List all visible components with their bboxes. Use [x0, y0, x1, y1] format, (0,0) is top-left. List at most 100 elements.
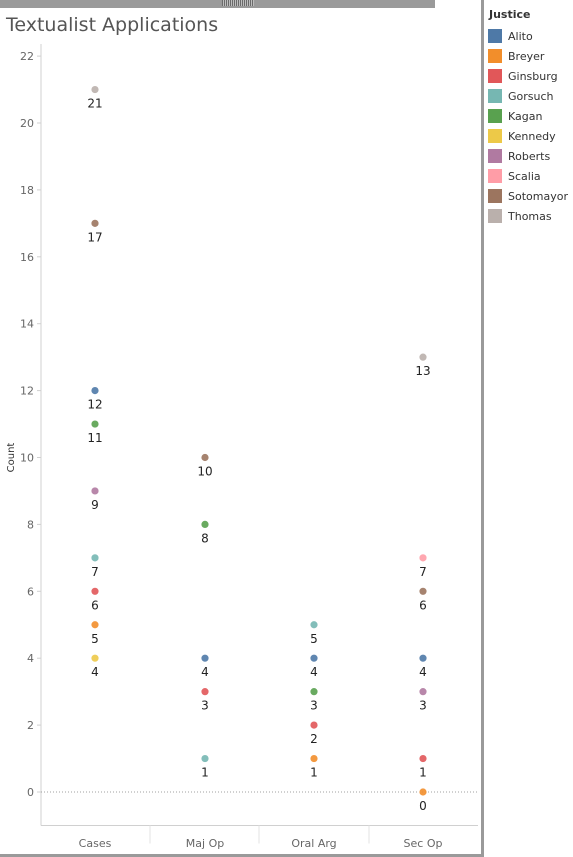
legend-item[interactable]: Kagan: [488, 106, 573, 126]
data-point: [90, 85, 100, 94]
legend-swatch: [488, 189, 502, 203]
data-point: [90, 486, 100, 496]
data-point: [418, 754, 428, 763]
y-axis-title: Count: [6, 443, 17, 473]
y-tick-label: 10: [20, 452, 34, 465]
data-label: 2: [310, 732, 318, 746]
data-label: 13: [415, 364, 430, 378]
legend-label: Sotomayor: [508, 189, 568, 203]
y-tick-label: 18: [20, 184, 34, 197]
legend: Justice Alito Breyer Ginsburg Gorsuch Kagan K…: [488, 8, 573, 226]
top-bar: [0, 0, 435, 8]
data-label: 21: [87, 97, 102, 111]
y-tick-label: 8: [27, 518, 34, 531]
y-tick-label: 6: [27, 585, 34, 598]
x-category-label: Maj Op: [186, 837, 224, 850]
data-label: 6: [419, 598, 427, 612]
data-label: 3: [419, 699, 427, 713]
data-point: [418, 787, 428, 797]
data-label: 4: [310, 665, 318, 679]
legend-title: Justice: [489, 8, 531, 21]
legend-swatch: [488, 149, 502, 163]
data-label: 5: [91, 632, 99, 646]
data-label: 6: [91, 598, 99, 612]
data-point: [200, 687, 210, 697]
data-label: 9: [91, 498, 99, 512]
legend-item[interactable]: Scalia: [488, 166, 573, 186]
y-tick-label: 2: [27, 719, 34, 732]
data-point: [90, 218, 100, 228]
data-label: 12: [87, 398, 102, 412]
legend-swatch: [488, 169, 502, 183]
data-label: 10: [197, 465, 212, 479]
data-label: 4: [419, 665, 427, 679]
y-tick-label: 14: [20, 318, 34, 331]
data-label: 1: [201, 766, 209, 780]
chart-title: Textualist Applications: [6, 14, 219, 36]
data-point: [200, 653, 210, 663]
legend-swatch: [488, 209, 502, 223]
y-tick-label: 20: [20, 117, 34, 130]
legend-label: Gorsuch: [508, 89, 554, 103]
legend-label: Alito: [508, 29, 533, 43]
data-point: [90, 386, 100, 396]
data-label: 4: [201, 665, 209, 679]
data-label: 1: [310, 766, 318, 780]
legend-label: Kennedy: [508, 129, 556, 143]
legend-item[interactable]: Roberts: [488, 146, 573, 166]
data-point: [309, 720, 319, 730]
resize-grip-icon[interactable]: [222, 0, 254, 6]
pane-divider[interactable]: [481, 0, 484, 857]
data-point: [309, 754, 319, 763]
legend-item[interactable]: Ginsburg: [488, 66, 573, 86]
data-point: [90, 586, 100, 596]
data-point: [200, 453, 210, 462]
legend-items: Alito Breyer Ginsburg Gorsuch Kagan Kennedy Ro…: [488, 26, 573, 226]
data-point: [418, 586, 428, 596]
data-point: [200, 754, 210, 763]
legend-item[interactable]: Kennedy: [488, 126, 573, 146]
legend-item[interactable]: Sotomayor: [488, 186, 573, 206]
y-tick-label: 0: [27, 786, 34, 799]
data-label: 4: [91, 665, 99, 679]
data-label: 8: [201, 531, 209, 545]
y-tick-label: 22: [20, 50, 34, 63]
legend-swatch: [488, 69, 502, 83]
y-tick-label: 16: [20, 251, 34, 264]
x-category-label: Cases: [79, 837, 112, 850]
legend-label: Breyer: [508, 49, 545, 63]
data-label: 0: [419, 799, 427, 813]
data-point: [90, 653, 100, 663]
x-category-label: Sec Op: [404, 837, 443, 850]
data-label: 7: [419, 565, 427, 579]
data-point: [418, 352, 428, 362]
data-point: [309, 687, 319, 697]
legend-item[interactable]: Gorsuch: [488, 86, 573, 106]
legend-label: Thomas: [508, 209, 552, 223]
data-point: [90, 553, 100, 563]
data-point: [90, 620, 100, 630]
data-label: 3: [201, 699, 209, 713]
legend-item[interactable]: Thomas: [488, 206, 573, 226]
data-label: 17: [87, 230, 102, 244]
data-label: 1: [419, 766, 427, 780]
legend-label: Roberts: [508, 149, 551, 163]
data-point: [309, 653, 319, 663]
x-category-label: Oral Arg: [291, 837, 336, 850]
legend-swatch: [488, 49, 502, 63]
pane-bottom-border: [0, 854, 484, 857]
data-point: [418, 687, 428, 697]
legend-swatch: [488, 29, 502, 43]
y-tick-label: 4: [27, 652, 34, 665]
legend-item[interactable]: Alito: [488, 26, 573, 46]
legend-label: Ginsburg: [508, 69, 558, 83]
data-point: [90, 419, 100, 429]
legend-swatch: [488, 89, 502, 103]
data-point: [309, 620, 319, 630]
legend-item[interactable]: Breyer: [488, 46, 573, 66]
data-label: 7: [91, 565, 99, 579]
legend-label: Scalia: [508, 169, 541, 183]
data-point: [418, 653, 428, 663]
data-point: [200, 520, 210, 529]
